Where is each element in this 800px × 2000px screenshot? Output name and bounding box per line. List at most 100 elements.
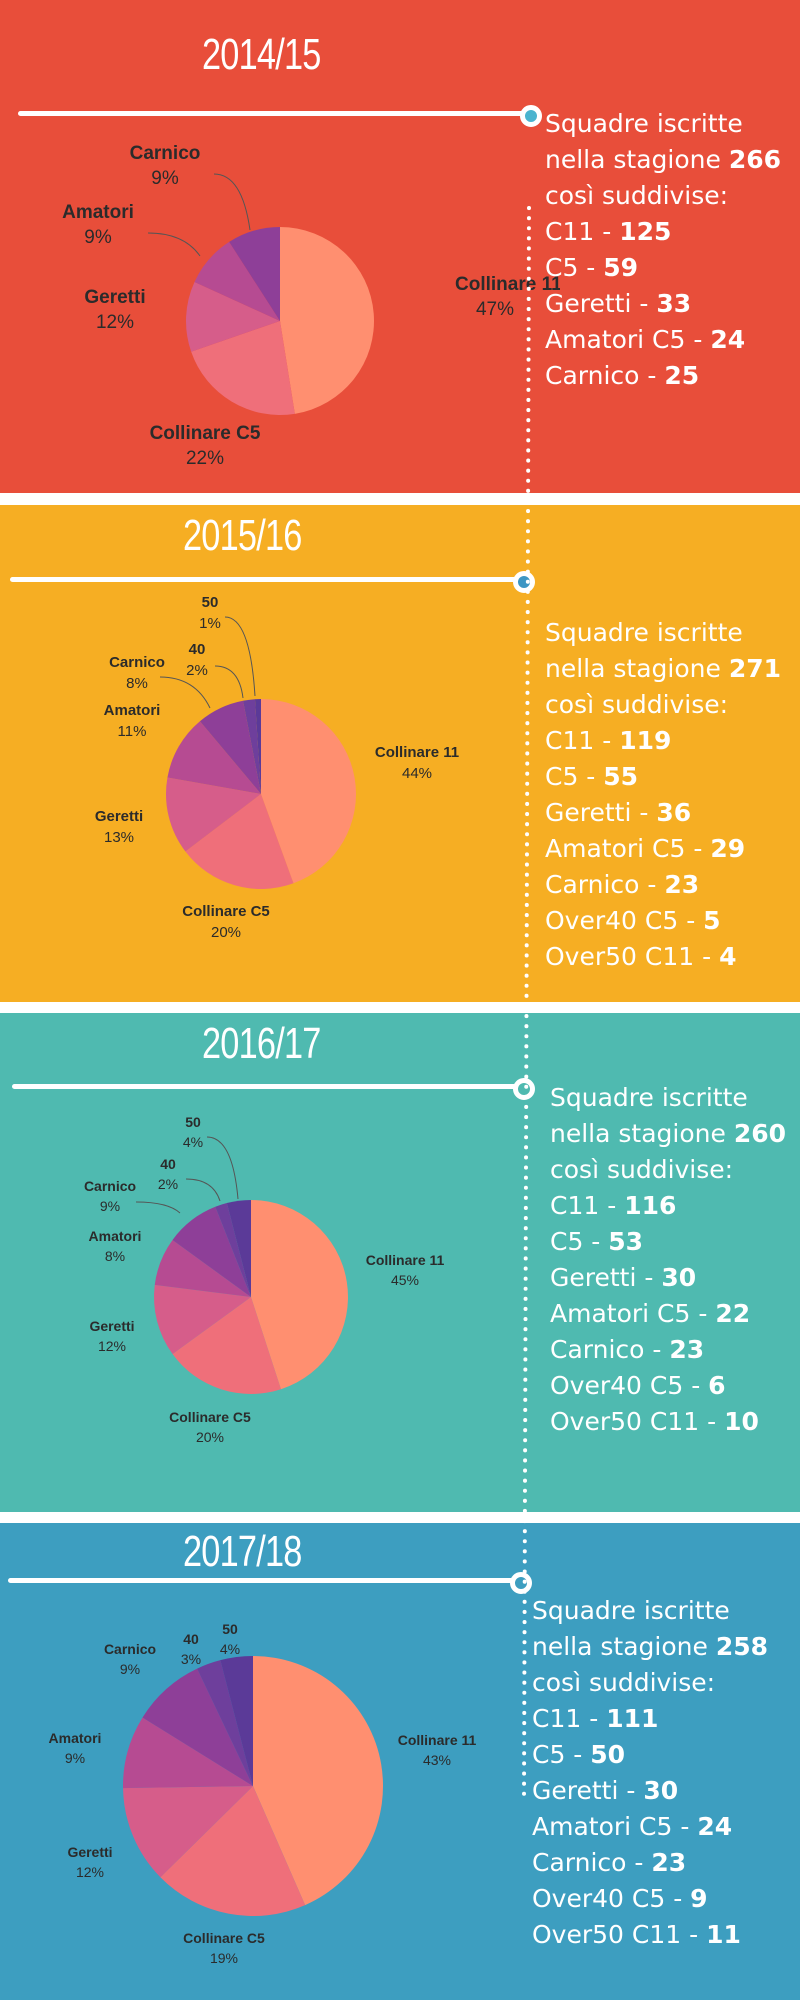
summary-item: Over50 C11 - 10	[550, 1407, 759, 1436]
slice-name-label: Carnico	[104, 1641, 156, 1657]
timeline-bar	[10, 577, 520, 582]
slice-name-label: Collinare 11	[398, 1732, 477, 1748]
pie-slice	[220, 1656, 253, 1786]
pie-slice	[172, 1297, 281, 1394]
slice-name-label: 50	[222, 1621, 238, 1637]
slice-percent-label: 9%	[65, 1750, 85, 1766]
pie-slice	[251, 1200, 348, 1390]
summary-item: Carnico - 23	[545, 870, 700, 899]
slice-percent-label: 9%	[100, 1198, 120, 1214]
slice-percent-label: 20%	[211, 924, 241, 941]
season-summary: Squadre iscritte nella stagione 266 così…	[545, 106, 781, 394]
slice-percent-label: 8%	[105, 1248, 125, 1264]
label-leader-line	[214, 665, 244, 699]
label-leader-line	[135, 1201, 181, 1214]
slice-name-label: 40	[160, 1156, 176, 1172]
slice-name-label: Collinare C5	[150, 423, 261, 444]
summary-subtitle: così suddivise:	[545, 181, 729, 210]
timeline-bar	[12, 1084, 522, 1089]
slice-name-label: Carnico	[130, 143, 201, 164]
slice-percent-label: 1%	[199, 615, 221, 632]
pie-slice	[199, 700, 261, 794]
summary-item: C5 - 53	[550, 1227, 644, 1256]
summary-item: C5 - 55	[545, 762, 639, 791]
slice-name-label: Collinare 11	[375, 744, 459, 761]
slice-percent-label: 9%	[120, 1661, 140, 1677]
summary-item: C11 - 116	[550, 1191, 677, 1220]
slice-percent-label: 43%	[423, 1752, 451, 1768]
slice-name-label: Geretti	[67, 1844, 112, 1860]
summary-item: Carnico - 25	[545, 361, 700, 390]
pie-slice	[154, 1284, 251, 1355]
pie-chart: Collinare 11 43% Collinare C5 19% Geretti 12%…	[49, 1621, 477, 1966]
timeline-bar	[18, 111, 528, 116]
pie-slice	[226, 1200, 251, 1297]
label-leader-line	[213, 173, 251, 231]
summary-item: C5 - 50	[532, 1740, 626, 1769]
season-panel-2014-15: 2014/15 Collinare 11 47% Collinare C5 22% Ge…	[0, 0, 800, 493]
slice-name-label: Carnico	[109, 654, 165, 671]
summary-total: nella stagione 271	[545, 654, 782, 683]
summary-item: Geretti - 33	[545, 289, 692, 318]
slice-percent-label: 4%	[220, 1641, 240, 1657]
summary-subtitle: così suddivise:	[545, 690, 729, 719]
slice-name-label: Carnico	[84, 1178, 136, 1194]
pie-slice	[172, 1206, 251, 1297]
summary-item: Over40 C5 - 9	[532, 1884, 708, 1913]
slice-percent-label: 2%	[186, 662, 208, 679]
season-panel-2015-16: 2015/16 Collinare 11 44% Collinare C5 20% Ge…	[0, 505, 800, 1002]
summary-item: Amatori C5 - 24	[532, 1812, 733, 1841]
slice-percent-label: 45%	[391, 1272, 419, 1288]
slice-percent-label: 12%	[96, 312, 134, 333]
slice-name-label: Geretti	[95, 808, 143, 825]
pie-slice	[197, 1660, 253, 1786]
slice-name-label: Amatori	[62, 202, 134, 223]
slice-name-label: Amatori	[104, 702, 161, 719]
label-leader-line	[224, 616, 256, 697]
slice-name-label: Amatori	[49, 1730, 102, 1746]
slice-name-label: Geretti	[89, 1318, 134, 1334]
summary-item: Over40 C5 - 5	[545, 906, 721, 935]
pie-slice	[215, 1203, 251, 1297]
pie-slice	[123, 1786, 254, 1878]
season-summary: Squadre iscritte nella stagione 258 così…	[532, 1593, 768, 1953]
pie-chart: Collinare 11 44% Collinare C5 20% Geretti 13%…	[95, 594, 459, 941]
pie-slice	[154, 1239, 251, 1297]
summary-intro: Squadre iscritte	[532, 1596, 730, 1625]
slice-percent-label: 4%	[183, 1134, 203, 1150]
slice-percent-label: 9%	[84, 227, 112, 248]
slice-name-label: 50	[202, 594, 219, 611]
pie-slice	[186, 281, 280, 352]
summary-subtitle: così suddivise:	[532, 1668, 716, 1697]
slice-name-label: Geretti	[84, 287, 145, 308]
summary-subtitle: così suddivise:	[550, 1155, 734, 1184]
summary-total: nella stagione 266	[545, 145, 782, 174]
season-panel-2017-18: 2017/18 Collinare 11 43% Collinare C5 19% Ge…	[0, 1523, 800, 2000]
slice-percent-label: 47%	[476, 299, 514, 320]
summary-intro: Squadre iscritte	[550, 1083, 748, 1112]
pie-slice	[185, 794, 294, 889]
season-panel-2016-17: 2016/17 Collinare 11 45% Collinare C5 20% Ge…	[0, 1013, 800, 1512]
label-leader-line	[147, 232, 201, 257]
season-title: 2016/17	[202, 1019, 321, 1068]
summary-item: Carnico - 23	[532, 1848, 687, 1877]
slice-percent-label: 22%	[186, 448, 224, 469]
label-leader-line	[185, 1178, 221, 1202]
slice-percent-label: 2%	[158, 1176, 178, 1192]
timeline-node-icon	[520, 105, 542, 127]
summary-item: Amatori C5 - 29	[545, 834, 746, 863]
summary-total: nella stagione 258	[532, 1632, 769, 1661]
slice-percent-label: 19%	[210, 1950, 238, 1966]
pie-slice	[229, 227, 280, 321]
summary-total: nella stagione 260	[550, 1119, 787, 1148]
summary-item: Geretti - 30	[532, 1776, 679, 1805]
slice-name-label: 40	[183, 1631, 199, 1647]
slice-percent-label: 3%	[181, 1651, 201, 1667]
pie-chart: Collinare 11 45% Collinare C5 20% Geretti 12%…	[84, 1114, 445, 1445]
pie-chart: Collinare 11 47% Collinare C5 22% Geretti 12%…	[62, 143, 560, 469]
slice-name-label: Collinare 11	[455, 274, 560, 295]
pie-slice	[194, 241, 280, 321]
pie-slice	[191, 321, 295, 415]
summary-item: Carnico - 23	[550, 1335, 705, 1364]
slice-name-label: Amatori	[89, 1228, 142, 1244]
